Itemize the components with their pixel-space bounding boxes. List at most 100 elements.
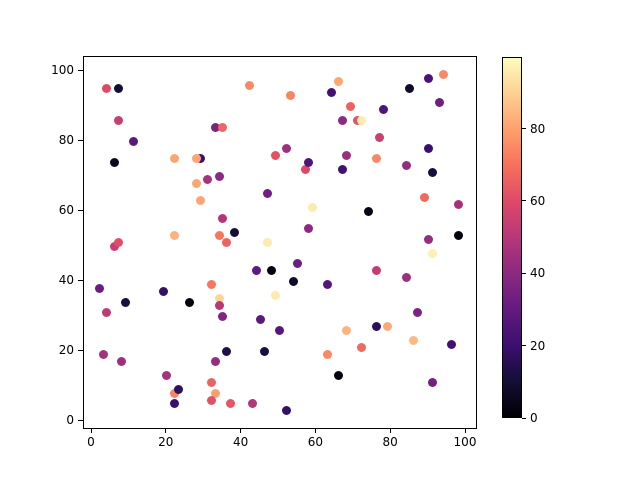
scatter-point — [382, 322, 392, 331]
scatter-point — [263, 189, 273, 198]
scatter-point — [334, 371, 344, 380]
scatter-point — [341, 325, 351, 335]
scatter-point — [207, 378, 217, 387]
colorbar-tick-mark — [522, 417, 526, 419]
y-tick-mark — [78, 419, 83, 421]
scatter-point — [379, 105, 389, 114]
scatter-point — [210, 357, 220, 366]
colorbar-tick-label: 40 — [530, 266, 546, 281]
scatter-point — [203, 175, 213, 184]
scatter-point — [289, 276, 299, 286]
y-tick-label: 0 — [66, 413, 74, 427]
scatter-point — [94, 283, 104, 293]
scatter-point — [248, 399, 258, 408]
y-tick-label: 80 — [58, 133, 74, 147]
scatter-point — [427, 378, 437, 387]
colorbar-tick-label: 20 — [530, 338, 546, 353]
scatter-point — [427, 248, 437, 258]
y-tick-mark — [78, 349, 83, 351]
scatter-point — [162, 371, 172, 380]
scatter-point — [409, 336, 419, 345]
scatter-point — [252, 266, 262, 275]
scatter-point — [113, 238, 123, 247]
x-tick-mark — [165, 429, 167, 433]
scatter-point — [270, 290, 280, 300]
scatter-point — [364, 206, 374, 216]
scatter-point — [169, 399, 179, 408]
scatter-point — [259, 346, 269, 356]
colorbar — [502, 57, 522, 418]
scatter-point — [121, 297, 131, 307]
y-tick-label: 60 — [58, 203, 74, 217]
x-tick-label: 40 — [232, 435, 249, 449]
scatter-point — [169, 388, 179, 398]
scatter-point — [195, 196, 205, 205]
scatter-point — [285, 91, 295, 100]
scatter-point — [218, 311, 228, 321]
x-tick-mark — [240, 429, 242, 433]
scatter-point — [184, 297, 194, 307]
scatter-point — [439, 70, 449, 79]
scatter-point — [109, 157, 119, 167]
scatter-point — [405, 84, 415, 93]
colorbar-tick-label: 80 — [530, 121, 546, 136]
scatter-point — [293, 259, 303, 268]
y-tick-label: 100 — [51, 63, 74, 77]
scatter-point — [169, 231, 179, 240]
scatter-point — [222, 238, 232, 247]
scatter-point — [218, 213, 228, 223]
scatter-point — [345, 101, 355, 111]
scatter-point — [424, 143, 434, 153]
scatter-point — [214, 231, 224, 240]
y-tick-label: 40 — [58, 273, 74, 287]
scatter-point — [207, 280, 217, 289]
scatter-point — [192, 154, 202, 163]
x-tick-label: 20 — [158, 435, 174, 449]
scatter-point — [113, 115, 123, 125]
scatter-point — [229, 227, 239, 237]
y-tick-mark — [78, 279, 83, 281]
scatter-point — [326, 87, 336, 97]
scatter-point — [420, 192, 430, 202]
scatter-point — [218, 122, 228, 132]
scatter-point — [214, 301, 224, 310]
x-tick-mark — [314, 429, 316, 433]
scatter-point — [424, 73, 434, 83]
scatter-point — [222, 346, 232, 356]
scatter-point — [117, 357, 127, 366]
scatter-point — [424, 234, 434, 244]
scatter-point — [225, 399, 235, 408]
scatter-point — [214, 294, 224, 303]
y-tick-label: 20 — [58, 343, 74, 357]
y-tick-mark — [78, 139, 83, 141]
scatter-point — [412, 308, 422, 317]
scatter-point — [128, 136, 138, 146]
scatter-point — [270, 150, 280, 160]
y-tick-mark — [78, 209, 83, 211]
x-tick-label: 60 — [307, 435, 324, 449]
x-tick-mark — [90, 429, 92, 433]
y-tick-mark — [78, 69, 83, 71]
scatter-point — [281, 406, 291, 415]
scatter-point — [401, 273, 411, 282]
scatter-point — [375, 133, 385, 142]
scatter-point — [169, 154, 179, 163]
scatter-point — [210, 122, 220, 132]
scatter-point — [281, 143, 291, 153]
scatter-point — [173, 385, 183, 394]
colorbar-tick-mark — [522, 128, 526, 130]
scatter-point — [109, 241, 119, 251]
scatter-point — [323, 350, 333, 359]
colorbar-tick-mark — [522, 345, 526, 347]
scatter-point — [255, 315, 265, 324]
scatter-point — [338, 115, 348, 125]
scatter-point — [207, 395, 217, 405]
scatter-point — [263, 238, 273, 247]
scatter-point — [274, 325, 284, 335]
scatter-point — [323, 280, 333, 289]
scatter-point — [356, 343, 366, 352]
x-tick-label: 0 — [87, 435, 95, 449]
x-tick-mark — [389, 429, 391, 433]
x-tick-label: 80 — [382, 435, 398, 449]
